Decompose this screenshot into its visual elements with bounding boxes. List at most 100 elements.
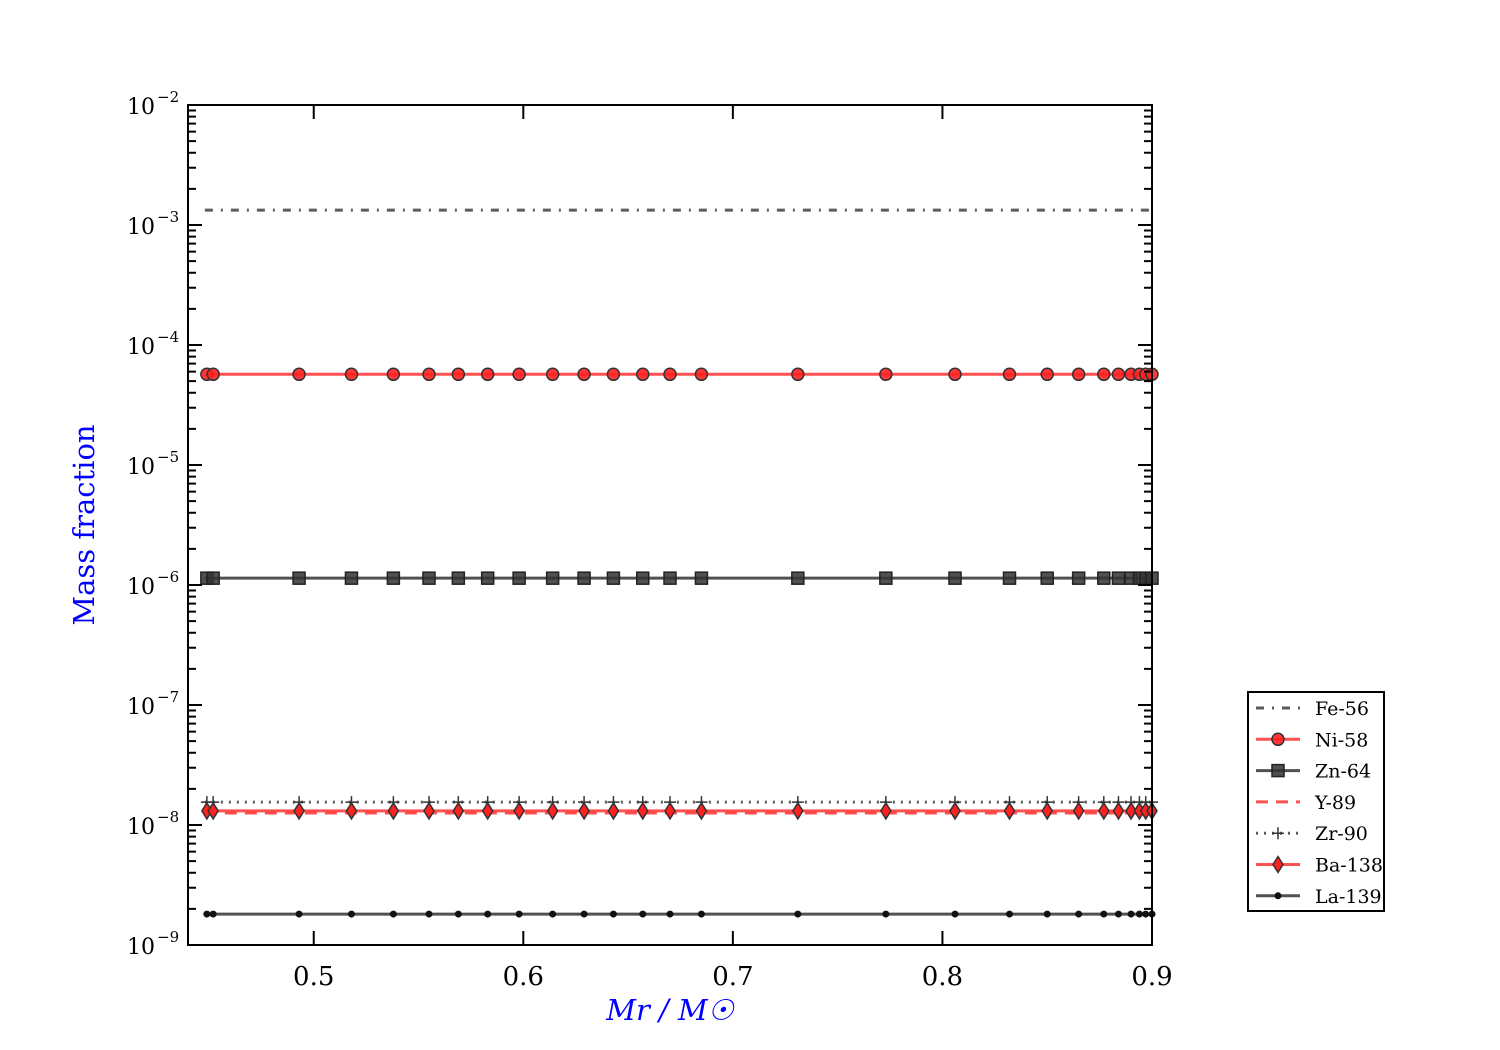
- x-tick-label: 0.8: [922, 962, 963, 992]
- circle-marker: [694, 367, 709, 382]
- x-tick-label: 0.9: [1131, 962, 1172, 992]
- diamond-marker: [1272, 855, 1284, 874]
- square-marker: [451, 571, 466, 585]
- dot-marker: [1135, 910, 1143, 918]
- circle-marker: [422, 367, 436, 382]
- dot-marker: [454, 910, 462, 918]
- diamond-marker: [345, 801, 358, 821]
- circle-marker: [1040, 367, 1054, 382]
- y-tick-label: 10: [127, 335, 155, 360]
- circle-marker: [206, 367, 220, 382]
- circle-marker: [1002, 367, 1017, 382]
- diamond-marker: [423, 801, 435, 821]
- diamond-marker: [949, 801, 961, 821]
- y-tick-exponent: −3: [157, 208, 179, 226]
- circle-marker: [512, 367, 526, 382]
- square-marker: [292, 571, 306, 585]
- circle-marker: [577, 367, 591, 382]
- square-marker: [206, 571, 220, 585]
- diamond-marker: [664, 801, 676, 821]
- diamond-marker: [1003, 801, 1016, 821]
- dot-marker: [425, 910, 433, 918]
- series-ni-58: [200, 367, 1159, 382]
- legend-label: Ni-58: [1315, 729, 1368, 751]
- plot-series: [200, 208, 1159, 918]
- square-marker: [545, 571, 560, 585]
- dot-marker: [1274, 892, 1282, 900]
- dot-marker: [1127, 910, 1135, 918]
- y-tick-exponent: −4: [157, 328, 179, 346]
- y-tick-label: 10: [127, 935, 155, 960]
- circle-marker: [791, 367, 805, 382]
- dot-marker: [639, 910, 647, 918]
- dot-marker: [794, 910, 802, 918]
- square-marker: [577, 571, 591, 585]
- legend: Fe-56 Ni-58 Zn-64 Y-89 Zr-90 Ba-138 La-139: [1247, 691, 1385, 912]
- dot-marker: [1043, 910, 1051, 918]
- diamond-marker: [695, 801, 708, 821]
- y-tick-exponent: −5: [157, 448, 179, 466]
- dot-marker: [580, 910, 588, 918]
- legend-label: Fe-56: [1315, 698, 1369, 720]
- y-tick-label: 10: [127, 455, 155, 480]
- circle-marker: [1271, 732, 1285, 747]
- circle-marker: [663, 367, 677, 382]
- y-tick-exponent: −9: [157, 928, 179, 946]
- legend-label: Zr-90: [1315, 823, 1368, 845]
- square-marker: [1040, 571, 1054, 585]
- circle-marker: [948, 367, 962, 382]
- square-marker: [1111, 571, 1126, 585]
- circle-marker: [292, 367, 306, 382]
- diamond-marker: [578, 801, 590, 821]
- y-tick-label: 10: [127, 695, 155, 720]
- y-tick-exponent: −6: [157, 568, 179, 586]
- square-marker: [344, 571, 359, 585]
- dot-marker: [203, 910, 211, 918]
- y-tick-label: 10: [127, 215, 155, 240]
- square-marker: [1071, 571, 1086, 585]
- circle-marker: [1111, 367, 1126, 382]
- circle-marker: [1071, 367, 1086, 382]
- y-tick-exponent: −7: [157, 688, 179, 706]
- circle-marker: [386, 367, 401, 382]
- dot-marker: [295, 910, 303, 918]
- dot-marker: [1100, 910, 1108, 918]
- dot-marker: [1005, 910, 1013, 918]
- x-tick-label: 0.6: [503, 962, 544, 992]
- series-la-139: [203, 910, 1156, 918]
- dot-marker: [609, 910, 617, 918]
- diamond-marker: [293, 801, 305, 821]
- dot-marker: [389, 910, 397, 918]
- circle-marker: [606, 367, 621, 382]
- square-marker: [791, 571, 805, 585]
- y-tick-label: 10: [127, 815, 155, 840]
- diamond-marker: [452, 801, 465, 821]
- legend-box: [1247, 691, 1385, 912]
- diamond-marker: [513, 801, 525, 821]
- diamond-marker: [207, 801, 220, 821]
- diamond-marker: [481, 801, 494, 821]
- square-marker: [948, 571, 962, 585]
- dot-marker: [697, 910, 705, 918]
- circle-marker: [344, 367, 359, 382]
- diamond-marker: [636, 801, 649, 821]
- dot-marker: [1114, 910, 1122, 918]
- square-marker: [512, 571, 526, 585]
- circle-marker: [545, 367, 560, 382]
- dot-marker: [209, 910, 217, 918]
- circle-marker: [480, 367, 495, 382]
- dot-marker: [666, 910, 674, 918]
- series-zn-64: [200, 571, 1159, 585]
- diamond-marker: [1097, 801, 1110, 821]
- dot-marker: [549, 910, 557, 918]
- series-zr-90: [200, 796, 1158, 809]
- diamond-marker: [1041, 801, 1054, 821]
- circle-marker: [1097, 367, 1111, 382]
- y-axis-label: Mass fraction: [67, 424, 101, 625]
- y-tick-exponent: −8: [157, 808, 179, 826]
- dot-marker: [1142, 910, 1150, 918]
- y-tick-label: 10: [127, 575, 155, 600]
- square-marker: [386, 571, 401, 585]
- x-tick-label: 0.7: [712, 962, 753, 992]
